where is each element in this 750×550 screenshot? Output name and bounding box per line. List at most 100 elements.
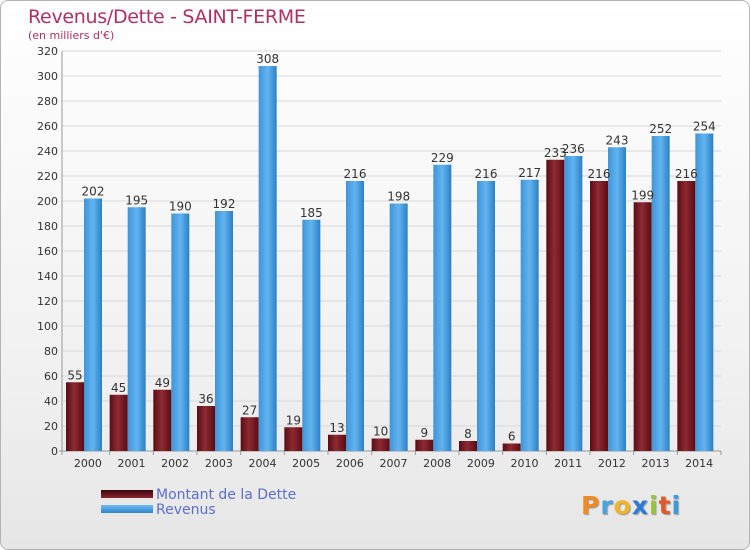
- bar-revenue-2007: [389, 203, 408, 451]
- data-label-revenue-2012: 243: [606, 133, 629, 147]
- bar-revenue-2008: [433, 164, 452, 451]
- x-tick-label-2002: 2002: [161, 457, 189, 470]
- bar-chart: 0 20 40 60 80 100 120 140 160 180 200 220 240 260 280 3…: [37, 45, 722, 470]
- y-tick-label: 300: [37, 70, 58, 83]
- y-tick-label: 280: [37, 95, 58, 108]
- data-label-debt-2009: 8: [464, 427, 472, 441]
- bar-debt-2009: [459, 441, 477, 451]
- bar-debt-2005: [284, 427, 303, 451]
- legend-swatch-revenue: [101, 505, 153, 513]
- y-tick-label: 200: [37, 195, 58, 208]
- logo-letter: x: [631, 491, 649, 520]
- logo-letter: o: [613, 491, 632, 520]
- bar-debt-2008: [415, 439, 434, 451]
- data-label-revenue-2013: 252: [649, 122, 672, 136]
- data-label-debt-2011: 233: [544, 146, 567, 160]
- bar-debt-2007: [371, 438, 390, 451]
- x-tick-label-2010: 2010: [511, 457, 539, 470]
- data-label-revenue-2000: 202: [82, 185, 105, 199]
- logo-letter: r: [600, 491, 614, 520]
- data-label-debt-2012: 216: [588, 167, 611, 181]
- bar-debt-2014: [677, 181, 696, 451]
- bar-revenue-2011: [564, 156, 583, 451]
- bar-revenue-2012: [608, 147, 626, 451]
- x-tick-label-2006: 2006: [336, 457, 364, 470]
- data-label-revenue-2004: 308: [256, 52, 279, 66]
- x-tick-label-2000: 2000: [74, 457, 102, 470]
- x-tick-label-2013: 2013: [642, 457, 670, 470]
- x-tick-label-2014: 2014: [685, 457, 713, 470]
- x-tick-label-2001: 2001: [118, 457, 146, 470]
- logo-letter: i: [649, 491, 659, 520]
- y-tick-label: 120: [37, 295, 58, 308]
- data-label-revenue-2010: 217: [518, 166, 541, 180]
- data-label-revenue-2003: 192: [213, 197, 236, 211]
- y-tick-label: 140: [37, 270, 58, 283]
- legend-label-debt: Montant de la Dette: [156, 487, 297, 503]
- y-tick-label: 20: [44, 420, 58, 433]
- data-label-debt-2010: 6: [508, 430, 516, 444]
- data-label-revenue-2006: 216: [344, 167, 367, 181]
- bar-debt-2000: [66, 382, 84, 451]
- bar-revenue-2009: [477, 181, 495, 451]
- y-tick-label: 60: [44, 370, 58, 383]
- y-tick-label: 80: [44, 345, 58, 358]
- bar-debt-2013: [633, 202, 652, 451]
- bar-revenue-2004: [258, 66, 277, 451]
- x-tick-label-2007: 2007: [380, 457, 408, 470]
- data-label-debt-2002: 49: [155, 376, 170, 390]
- chart-subtitle: (en milliers d'€): [28, 29, 115, 42]
- data-label-revenue-2002: 190: [169, 200, 192, 214]
- y-tick-label: 160: [37, 245, 58, 258]
- x-tick-label-2008: 2008: [423, 457, 451, 470]
- legend-swatch-debt: [101, 490, 153, 498]
- y-tick-label: 0: [51, 445, 58, 458]
- data-label-debt-2001: 45: [111, 381, 126, 395]
- labels-layer: 55 202 2000 45 195 2001 49 190 2002 36 192 2003 27 30…: [67, 52, 715, 470]
- x-tick-label-2004: 2004: [249, 457, 277, 470]
- bar-debt-2003: [197, 406, 215, 451]
- bar-revenue-2001: [127, 207, 146, 451]
- data-label-debt-2006: 13: [329, 421, 344, 435]
- data-label-debt-2005: 19: [286, 413, 301, 427]
- y-tick-label: 180: [37, 220, 58, 233]
- data-label-revenue-2008: 229: [431, 151, 454, 165]
- x-tick-label-2005: 2005: [292, 457, 320, 470]
- x-tick-label-2003: 2003: [205, 457, 233, 470]
- y-tick-label: 100: [37, 320, 58, 333]
- chart-title: Revenus/Dette - SAINT-FERME: [28, 6, 306, 28]
- data-label-revenue-2014: 254: [693, 120, 716, 134]
- bar-revenue-2013: [651, 136, 670, 451]
- bar-revenue-2014: [695, 133, 714, 451]
- data-label-debt-2000: 55: [67, 368, 82, 382]
- bar-debt-2006: [328, 434, 346, 451]
- y-tick-label: 220: [37, 170, 58, 183]
- data-label-revenue-2007: 198: [387, 190, 410, 204]
- data-label-debt-2003: 36: [198, 392, 213, 406]
- y-tick-label: 320: [37, 45, 58, 58]
- bar-revenue-2005: [302, 219, 321, 451]
- data-label-debt-2008: 9: [421, 426, 429, 440]
- bar-revenue-2003: [215, 211, 233, 451]
- bar-debt-2010: [502, 443, 521, 451]
- x-tick-label-2009: 2009: [467, 457, 495, 470]
- data-label-debt-2007: 10: [373, 425, 388, 439]
- data-label-revenue-2005: 185: [300, 206, 323, 220]
- data-label-revenue-2011: 236: [562, 142, 585, 156]
- bar-debt-2001: [109, 394, 128, 451]
- y-tick-label: 40: [44, 395, 58, 408]
- logo-letter: i: [671, 491, 682, 520]
- bar-debt-2004: [240, 417, 259, 451]
- bar-debt-2011: [546, 159, 565, 451]
- data-label-debt-2013: 199: [631, 188, 654, 202]
- logo-letter: P: [581, 491, 601, 520]
- y-tick-label: 260: [37, 120, 58, 133]
- data-label-revenue-2009: 216: [475, 167, 498, 181]
- data-label-revenue-2001: 195: [125, 193, 148, 207]
- x-tick-label-2011: 2011: [554, 457, 582, 470]
- legend-label-revenue: Revenus: [156, 502, 216, 518]
- bar-revenue-2006: [346, 181, 364, 451]
- bar-revenue-2010: [520, 179, 539, 451]
- y-tick-label: 240: [37, 145, 58, 158]
